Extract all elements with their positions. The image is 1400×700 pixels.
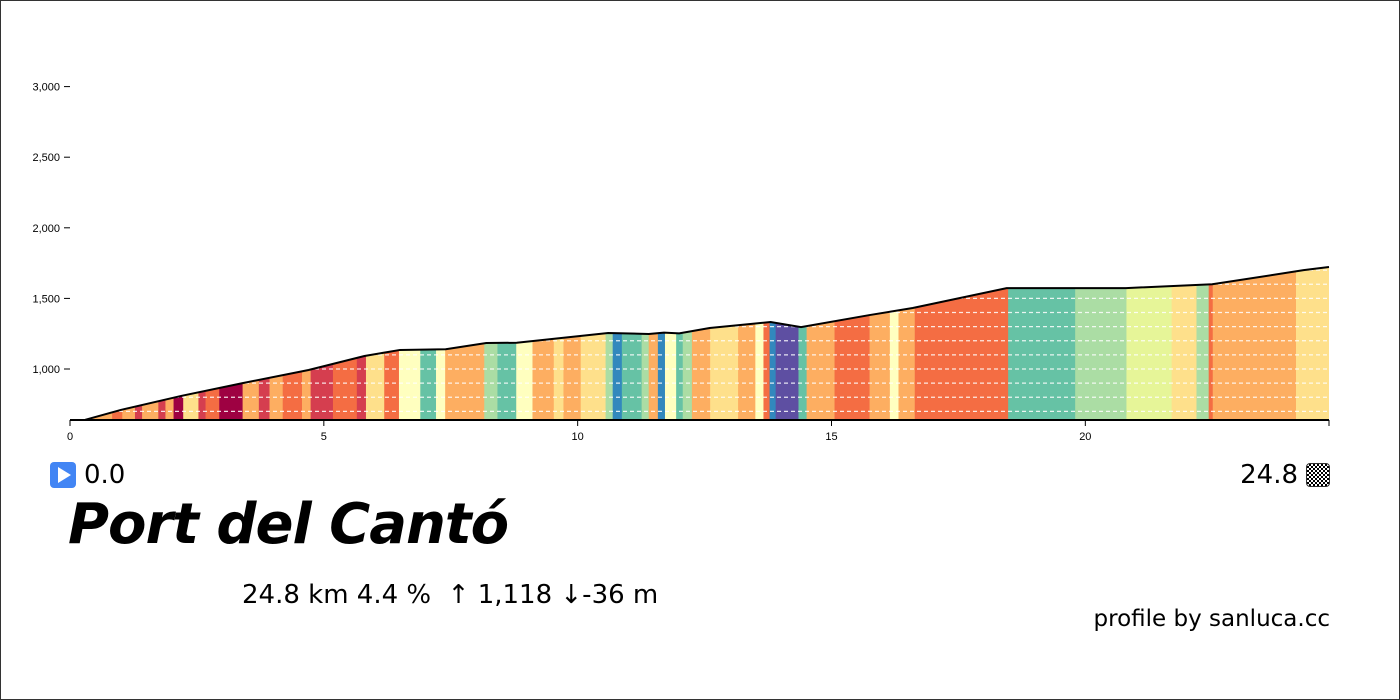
gradient-segment (532, 267, 555, 420)
y-tick-label: 3,000 (32, 82, 60, 94)
gradient-segment (641, 267, 650, 420)
gradient-segment (173, 267, 184, 420)
gradient-segment (834, 267, 871, 420)
x-tick-label: 20 (1079, 431, 1091, 443)
gradient-segment (682, 267, 693, 420)
start-marker: 0.0 (50, 460, 125, 490)
gradient-segment (710, 267, 739, 420)
finish-marker: 24.8 (1240, 460, 1330, 490)
checkered-flag-icon (1306, 463, 1330, 487)
gradient-segment (763, 267, 771, 420)
x-tick-label: 5 (321, 431, 327, 443)
climb-stats: 24.8 km 4.4 % ↑ 1,118 ↓-36 m (242, 580, 659, 610)
gradient-segment (1126, 267, 1173, 420)
gradient-segment (1075, 267, 1127, 420)
gradient-segment (798, 267, 808, 420)
gradient-segment (738, 267, 756, 420)
gradient-segment (1008, 267, 1076, 420)
gradient-segment (553, 267, 564, 420)
gradient-segment (1212, 267, 1297, 420)
credit-link[interactable]: profile by sanluca.cc (1093, 606, 1330, 632)
gradient-segment (282, 267, 303, 420)
gradient-segment (691, 267, 711, 420)
y-tick-label: 1,000 (32, 364, 60, 376)
gradient-segment (755, 267, 764, 420)
x-tick-label: 15 (825, 431, 837, 443)
gradient-segment (165, 267, 175, 420)
gradient-segment (310, 267, 334, 420)
gradient-segment (384, 267, 400, 420)
gradient-segment (242, 267, 260, 420)
gradient-segment (1296, 267, 1329, 420)
gradient-segment (436, 267, 446, 420)
gradient-segment (183, 267, 199, 420)
x-tick-label: 10 (572, 431, 584, 443)
gradient-segment (648, 267, 659, 420)
gradient-segment (134, 267, 143, 420)
gradient-segment (516, 267, 533, 420)
y-tick-label: 2,500 (32, 152, 60, 164)
gradient-segment (775, 267, 799, 420)
gradient-segment (142, 267, 159, 420)
gradient-segment (420, 267, 437, 420)
gradient-segment (258, 267, 271, 420)
gradient-segment (198, 267, 207, 420)
gradient-segment (605, 267, 614, 420)
gradient-segment (445, 267, 485, 420)
gradient-segment (769, 267, 777, 420)
profile-fill (85, 267, 1329, 420)
gradient-segment (158, 267, 166, 420)
gradient-segment (657, 267, 666, 420)
gradient-segment (1208, 267, 1214, 420)
gradient-segment (563, 267, 582, 420)
gradient-segment (269, 267, 284, 420)
gradient-segment (484, 267, 498, 420)
y-tick-label: 2,000 (32, 223, 60, 235)
play-icon (50, 462, 76, 488)
gradient-segment (356, 267, 367, 420)
climb-title: Port del Cantó (68, 492, 509, 557)
gradient-segment (612, 267, 623, 420)
gradient-segment (1171, 267, 1198, 420)
y-tick-label: 1,500 (32, 293, 60, 305)
gradient-segment (1196, 267, 1210, 420)
gradient-segment (869, 267, 891, 420)
gradient-segment (914, 267, 1009, 420)
gradient-segment (664, 267, 677, 420)
gradient-segment (398, 267, 421, 420)
finish-distance: 24.8 (1240, 460, 1298, 490)
start-distance: 0.0 (84, 460, 126, 490)
gradient-segment (332, 267, 358, 420)
gradient-segment (889, 267, 900, 420)
gradient-segment (302, 267, 312, 420)
gradient-segment (112, 267, 123, 420)
gradient-segment (85, 267, 113, 420)
gradient-segment (676, 267, 684, 420)
gradient-segment (497, 267, 517, 420)
gradient-segment (806, 267, 836, 420)
gradient-segment (205, 267, 220, 420)
x-tick-label: 0 (67, 431, 73, 443)
gradient-segment (122, 267, 136, 420)
gradient-segment (621, 267, 643, 420)
gradient-segment (365, 267, 385, 420)
profile-line (84, 266, 1330, 421)
gradient-segment (580, 267, 607, 420)
